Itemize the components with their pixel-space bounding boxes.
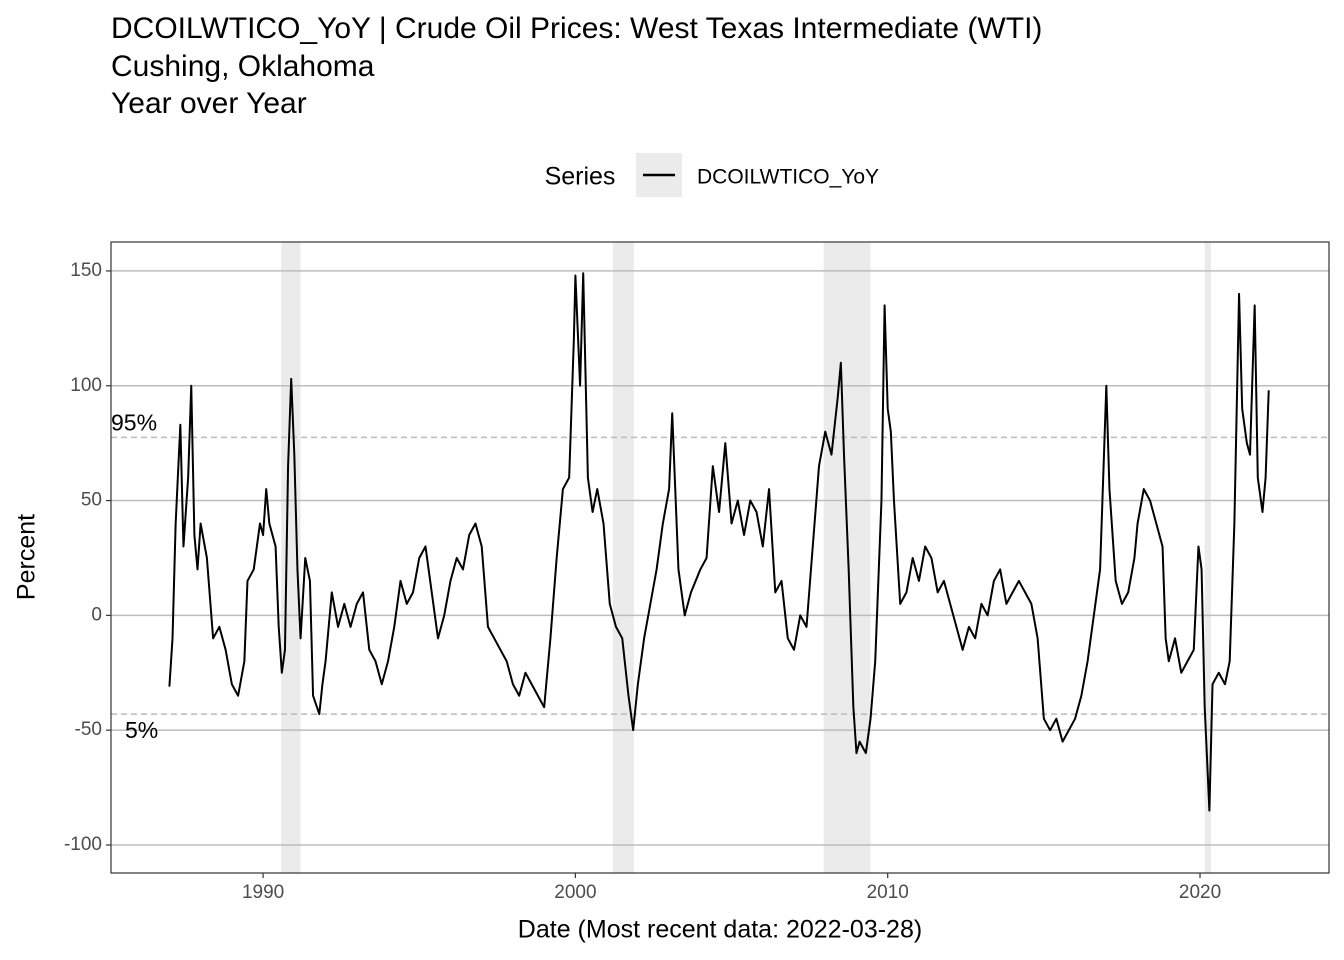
y-tick-label: -50	[75, 719, 102, 740]
y-tick-label: -100	[64, 834, 102, 855]
x-axis-title: Date (Most recent data: 2022-03-28)	[518, 916, 922, 944]
data-line	[168, 272, 1270, 812]
y-tick-label: 150	[70, 260, 102, 281]
legend-title: Series	[545, 163, 616, 191]
x-tick-label: 2010	[867, 882, 909, 903]
y-tick-label: 100	[70, 375, 102, 396]
reference-label: 95%	[111, 409, 157, 435]
x-tick-label: 2000	[554, 882, 596, 903]
reference-label: 5%	[125, 717, 158, 743]
x-tick-label: 2020	[1179, 882, 1221, 903]
shaded-period	[823, 242, 871, 873]
chart-title: Year over Year	[111, 87, 307, 120]
shaded-period	[281, 242, 301, 873]
y-tick-label: 50	[81, 490, 102, 511]
panel-border	[110, 241, 1330, 874]
chart-title: Cushing, Oklahoma	[111, 50, 375, 83]
legend-label: DCOILWTICO_YoY	[697, 166, 879, 189]
shaded-period	[1204, 242, 1211, 873]
x-tick-label: 1990	[242, 882, 284, 903]
y-tick-label: 0	[91, 604, 102, 625]
y-axis-title: Percent	[13, 514, 41, 600]
shaded-period	[612, 242, 634, 873]
chart-title: DCOILWTICO_YoY | Crude Oil Prices: West …	[111, 12, 1042, 45]
